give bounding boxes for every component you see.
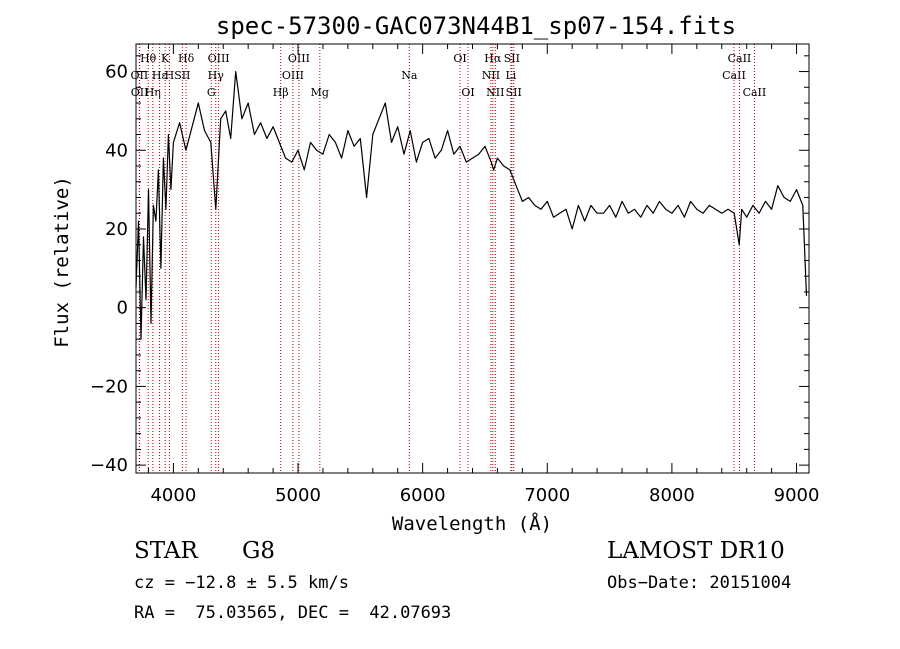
marker-label: CaII [722,69,746,82]
chart-title: spec-57300-GAC073N44B1_sp07-154.fits [216,12,736,40]
x-tick-label: 8000 [649,485,695,506]
marker-label: Hε [152,69,168,82]
object-subclass: G8 [242,538,276,564]
marker-label: SII [506,86,522,99]
marker-label: OI [453,52,466,65]
y-tick-label: 0 [117,298,128,319]
series-layer [135,70,808,340]
marker-label: OIII [288,52,310,65]
marker-label: NII [482,69,500,82]
x-axis-label: Wavelength (Å) [392,512,552,535]
x-tick-label: 4000 [150,485,196,506]
y-tick-label: 40 [105,140,128,161]
marker-label: CaII [743,86,767,99]
marker-label: Hη [145,86,161,99]
y-tick-label: 60 [105,62,128,83]
marker-label: CaII [728,52,752,65]
marker-label: Hβ [273,86,289,99]
marker-label: K [161,52,170,65]
y-tick-label: −40 [90,455,128,476]
marker-label: H [165,69,175,82]
x-tick-label: 5000 [275,485,321,506]
y-tick-label: −20 [90,376,128,397]
marker-label: OIII [208,52,230,65]
marker-label: Li [505,69,516,82]
marker-label: Hδ [178,52,195,65]
x-tick-label: 9000 [774,485,820,506]
y-tick-label: 20 [105,219,128,240]
marker-label: SII [504,52,520,65]
object-class: STAR [134,538,198,564]
x-tick-label: 6000 [400,485,446,506]
axes: 4000 5000 6000 7000 8000 9000 −40 −20 0 20 40 60 [90,43,820,506]
marker-label: Hγ [208,69,225,82]
marker-label: SII [174,69,190,82]
marker-label: Mg [311,86,329,99]
marker-label: NII [486,86,504,99]
observation-date: Obs−Date: 20151004 [607,573,792,593]
coordinates: RA = 75.03565, DEC = 42.07693 [134,603,452,623]
marker-label: OIII [282,69,304,82]
redshift-velocity: cz = −12.8 ± 5.5 km/s [134,573,349,593]
plot-frame [135,43,810,474]
marker-label: Hα [484,52,502,65]
marker-label: G [207,86,216,99]
marker-label: Na [401,69,418,82]
x-tick-label: 7000 [524,485,570,506]
y-axis-label: Flux (relative) [51,176,73,348]
marker-label: OII [131,86,149,99]
marker-label: Hθ [140,52,157,65]
spectrum-line [135,70,808,340]
survey-name: LAMOST DR10 [607,538,785,564]
marker-label: OI [461,86,474,99]
marker-label: OII [131,69,149,82]
